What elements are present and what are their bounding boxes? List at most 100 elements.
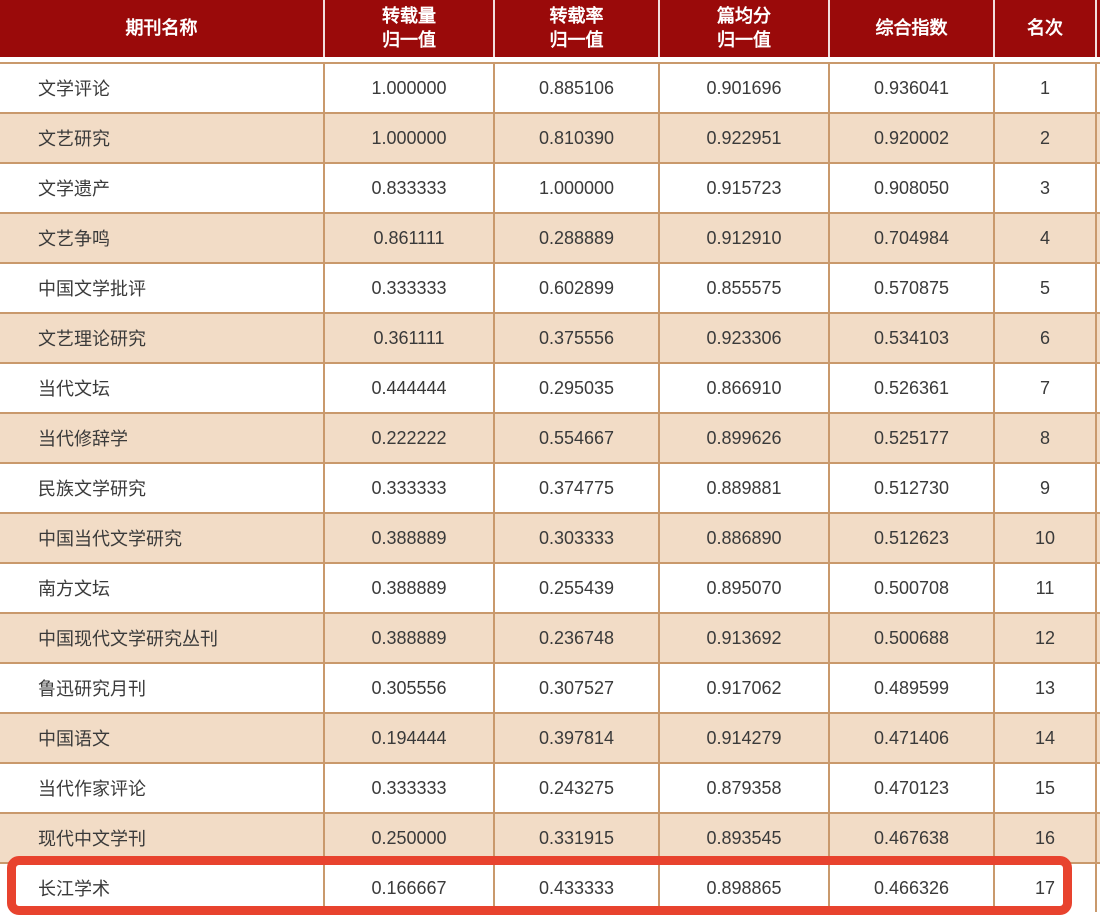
table-row: 文艺争鸣 0.861111 0.288889 0.912910 0.704984 4 xyxy=(0,212,1100,262)
journal-name-cell: 中国现代文学研究丛刊 xyxy=(0,614,325,662)
composite-index-cell: 0.920002 xyxy=(830,114,995,162)
reprint-rate-cell: 0.810390 xyxy=(495,114,660,162)
rank-cell: 7 xyxy=(995,364,1097,412)
column-header-reprint-volume-norm: 转载量 归一值 xyxy=(325,0,495,57)
column-header-per-article-score-norm: 篇均分 归一值 xyxy=(660,0,830,57)
per-article-score-cell: 0.866910 xyxy=(660,364,830,412)
reprint-volume-cell: 1.000000 xyxy=(325,114,495,162)
table-row-highlighted: 长江学术 0.166667 0.433333 0.898865 0.466326 17 xyxy=(0,862,1100,912)
rank-cell: 13 xyxy=(995,664,1097,712)
composite-index-cell: 0.534103 xyxy=(830,314,995,362)
reprint-volume-cell: 1.000000 xyxy=(325,64,495,112)
table-row: 南方文坛 0.388889 0.255439 0.895070 0.500708 11 xyxy=(0,562,1100,612)
table-row: 文学遗产 0.833333 1.000000 0.915723 0.908050 3 xyxy=(0,162,1100,212)
composite-index-cell: 0.500708 xyxy=(830,564,995,612)
rank-cell: 9 xyxy=(995,464,1097,512)
column-header-rank: 名次 xyxy=(995,0,1097,57)
column-header-reprint-rate-norm: 转载率 归一值 xyxy=(495,0,660,57)
table-body: 文学评论 1.000000 0.885106 0.901696 0.936041 1 文艺研… xyxy=(0,62,1100,912)
composite-index-cell: 0.525177 xyxy=(830,414,995,462)
per-article-score-cell: 0.912910 xyxy=(660,214,830,262)
journal-name-cell: 现代中文学刊 xyxy=(0,814,325,862)
per-article-score-cell: 0.913692 xyxy=(660,614,830,662)
rank-cell: 12 xyxy=(995,614,1097,662)
journal-name-cell: 当代文坛 xyxy=(0,364,325,412)
table-row: 现代中文学刊 0.250000 0.331915 0.893545 0.467638 16 xyxy=(0,812,1100,862)
reprint-volume-cell: 0.361111 xyxy=(325,314,495,362)
reprint-rate-cell: 0.331915 xyxy=(495,814,660,862)
rank-cell: 3 xyxy=(995,164,1097,212)
reprint-volume-cell: 0.194444 xyxy=(325,714,495,762)
reprint-rate-cell: 0.375556 xyxy=(495,314,660,362)
per-article-score-cell: 0.889881 xyxy=(660,464,830,512)
composite-index-cell: 0.936041 xyxy=(830,64,995,112)
rank-cell: 10 xyxy=(995,514,1097,562)
reprint-rate-cell: 0.295035 xyxy=(495,364,660,412)
table-row: 文学评论 1.000000 0.885106 0.901696 0.936041 1 xyxy=(0,62,1100,112)
reprint-volume-cell: 0.222222 xyxy=(325,414,495,462)
reprint-rate-cell: 0.307527 xyxy=(495,664,660,712)
rank-cell: 14 xyxy=(995,714,1097,762)
journal-name-cell: 中国文学批评 xyxy=(0,264,325,312)
journal-name-cell: 中国当代文学研究 xyxy=(0,514,325,562)
per-article-score-cell: 0.898865 xyxy=(660,864,830,912)
per-article-score-cell: 0.915723 xyxy=(660,164,830,212)
journal-name-cell: 文学遗产 xyxy=(0,164,325,212)
per-article-score-cell: 0.923306 xyxy=(660,314,830,362)
reprint-rate-cell: 0.374775 xyxy=(495,464,660,512)
table-row: 当代作家评论 0.333333 0.243275 0.879358 0.470123 15 xyxy=(0,762,1100,812)
journal-name-cell: 当代作家评论 xyxy=(0,764,325,812)
journal-name-cell: 中国语文 xyxy=(0,714,325,762)
per-article-score-cell: 0.893545 xyxy=(660,814,830,862)
composite-index-cell: 0.908050 xyxy=(830,164,995,212)
reprint-rate-cell: 0.885106 xyxy=(495,64,660,112)
table-row: 鲁迅研究月刊 0.305556 0.307527 0.917062 0.489599 13 xyxy=(0,662,1100,712)
table-row: 中国语文 0.194444 0.397814 0.914279 0.471406 14 xyxy=(0,712,1100,762)
reprint-volume-cell: 0.388889 xyxy=(325,614,495,662)
per-article-score-cell: 0.901696 xyxy=(660,64,830,112)
composite-index-cell: 0.570875 xyxy=(830,264,995,312)
reprint-volume-cell: 0.861111 xyxy=(325,214,495,262)
column-header-journal-name: 期刊名称 xyxy=(0,0,325,57)
composite-index-cell: 0.512730 xyxy=(830,464,995,512)
table-row: 中国现代文学研究丛刊 0.388889 0.236748 0.913692 0.5006… xyxy=(0,612,1100,662)
reprint-volume-cell: 0.333333 xyxy=(325,264,495,312)
table-row: 中国当代文学研究 0.388889 0.303333 0.886890 0.512623… xyxy=(0,512,1100,562)
journal-name-cell: 鲁迅研究月刊 xyxy=(0,664,325,712)
rank-cell: 15 xyxy=(995,764,1097,812)
table-header-row: 期刊名称 转载量 归一值 转载率 归一值 篇均分 归一值 综合指数 名次 xyxy=(0,0,1100,57)
journal-name-cell: 文艺争鸣 xyxy=(0,214,325,262)
composite-index-cell: 0.500688 xyxy=(830,614,995,662)
table-row: 文艺研究 1.000000 0.810390 0.922951 0.920002 2 xyxy=(0,112,1100,162)
per-article-score-cell: 0.899626 xyxy=(660,414,830,462)
rank-cell: 1 xyxy=(995,64,1097,112)
reprint-rate-cell: 0.433333 xyxy=(495,864,660,912)
rank-cell: 2 xyxy=(995,114,1097,162)
journal-name-cell: 长江学术 xyxy=(0,864,325,912)
reprint-rate-cell: 0.554667 xyxy=(495,414,660,462)
rank-cell: 8 xyxy=(995,414,1097,462)
table-row: 中国文学批评 0.333333 0.602899 0.855575 0.570875 5 xyxy=(0,262,1100,312)
reprint-rate-cell: 0.397814 xyxy=(495,714,660,762)
reprint-volume-cell: 0.388889 xyxy=(325,514,495,562)
journal-name-cell: 文学评论 xyxy=(0,64,325,112)
column-header-composite-index: 综合指数 xyxy=(830,0,995,57)
journal-name-cell: 民族文学研究 xyxy=(0,464,325,512)
journal-name-cell: 文艺理论研究 xyxy=(0,314,325,362)
rank-cell: 6 xyxy=(995,314,1097,362)
composite-index-cell: 0.489599 xyxy=(830,664,995,712)
rank-cell: 17 xyxy=(995,864,1097,912)
reprint-volume-cell: 0.250000 xyxy=(325,814,495,862)
composite-index-cell: 0.512623 xyxy=(830,514,995,562)
journal-name-cell: 南方文坛 xyxy=(0,564,325,612)
per-article-score-cell: 0.886890 xyxy=(660,514,830,562)
reprint-volume-cell: 0.333333 xyxy=(325,464,495,512)
reprint-rate-cell: 1.000000 xyxy=(495,164,660,212)
reprint-volume-cell: 0.388889 xyxy=(325,564,495,612)
reprint-rate-cell: 0.236748 xyxy=(495,614,660,662)
table-row: 文艺理论研究 0.361111 0.375556 0.923306 0.534103 6 xyxy=(0,312,1100,362)
per-article-score-cell: 0.914279 xyxy=(660,714,830,762)
composite-index-cell: 0.467638 xyxy=(830,814,995,862)
composite-index-cell: 0.470123 xyxy=(830,764,995,812)
table-row: 民族文学研究 0.333333 0.374775 0.889881 0.512730 9 xyxy=(0,462,1100,512)
